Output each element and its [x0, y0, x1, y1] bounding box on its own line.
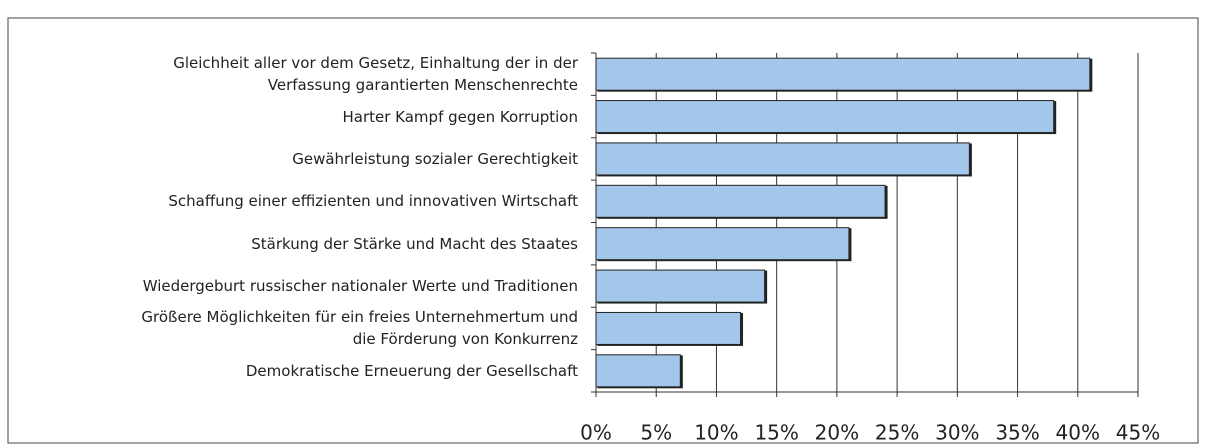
category-label: Wiedergeburt russischer nationaler Werte… — [142, 277, 578, 296]
x-tick-label: 10% — [694, 421, 738, 445]
x-tick-label: 0% — [580, 421, 612, 445]
category-label: Schaffung einer effizienten und innovati… — [168, 192, 578, 211]
bar — [595, 184, 886, 218]
x-tick-label: 30% — [935, 421, 979, 445]
category-label: Demokratische Erneuerung der Gesellschaf… — [245, 361, 578, 380]
bar — [595, 57, 1091, 91]
bar — [595, 100, 1055, 134]
frame — [7, 17, 1199, 444]
category-label: Gleichheit aller vor dem Gesetz, Einhalt… — [173, 54, 578, 95]
x-tick-label: 25% — [875, 421, 919, 445]
category-label: Harter Kampf gegen Korruption — [342, 107, 578, 126]
category-label: Stärkung der Stärke und Macht des Staate… — [251, 234, 578, 253]
x-tick-label: 20% — [815, 421, 859, 445]
bar — [595, 227, 850, 261]
x-tick-label: 5% — [640, 421, 672, 445]
bar — [595, 142, 970, 176]
x-tick-label: 15% — [754, 421, 798, 445]
category-label: Gewährleistung sozialer Gerechtigkeit — [292, 149, 578, 168]
x-tick-label: 40% — [1056, 421, 1100, 445]
bar — [595, 269, 766, 303]
bar — [595, 354, 681, 388]
bar — [595, 311, 742, 345]
x-tick-label: 45% — [1116, 421, 1160, 445]
category-label: Größere Möglichkeiten für ein freies Unt… — [141, 308, 578, 349]
x-tick-label: 35% — [995, 421, 1039, 445]
